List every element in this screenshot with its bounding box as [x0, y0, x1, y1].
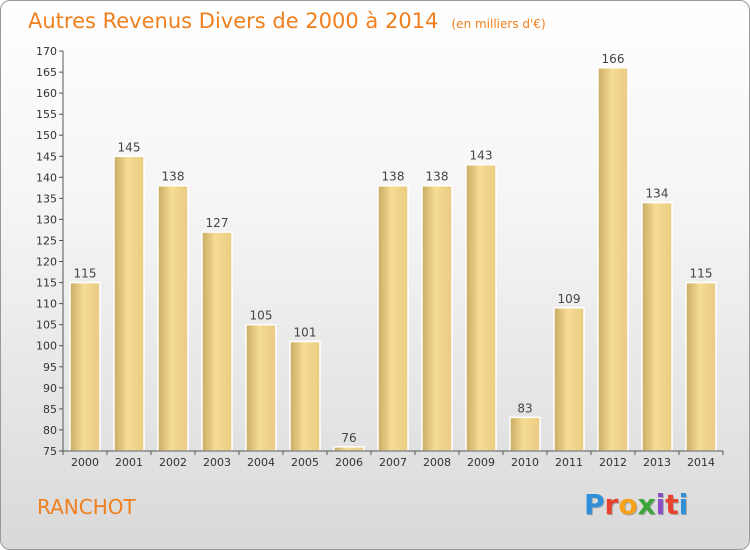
labels-layer: 115 2000 145 2001 138 2002 127 2003 105 2004 101 20… [36, 45, 715, 469]
x-tick-label-2013: 2013 [643, 456, 671, 469]
y-tick-label-75: 75 [43, 445, 57, 458]
value-label-2013: 134 [646, 187, 669, 201]
value-label-2009: 143 [470, 149, 493, 163]
bar-2004 [245, 323, 277, 452]
y-tick-label-160: 160 [36, 87, 57, 100]
bar-2007 [377, 184, 409, 452]
value-label-2000: 115 [74, 267, 97, 281]
value-label-2007: 138 [382, 170, 405, 184]
y-tick-label-100: 100 [36, 340, 57, 353]
brand-logo: Proxiti [584, 488, 688, 521]
y-tick-label-85: 85 [43, 403, 57, 416]
chart-title: Autres Revenus Divers de 2000 à 2014 [28, 9, 439, 33]
y-tick-label-170: 170 [36, 45, 57, 58]
y-tick-label-140: 140 [36, 171, 57, 184]
axes-layer [59, 50, 724, 455]
value-label-2005: 101 [294, 326, 317, 340]
value-label-2012: 166 [602, 52, 625, 66]
town-name: RANCHOT [37, 495, 136, 519]
value-label-2010: 83 [517, 401, 532, 415]
bar-2012 [597, 67, 629, 452]
y-tick-label-95: 95 [43, 361, 57, 374]
value-label-2004: 105 [250, 309, 273, 323]
y-tick-label-130: 130 [36, 213, 57, 226]
brand-letter-2: o [618, 488, 638, 521]
x-tick-label-2014: 2014 [687, 456, 715, 469]
bar-2003 [201, 231, 233, 452]
x-tick-label-2004: 2004 [247, 456, 275, 469]
x-tick-label-2011: 2011 [555, 456, 583, 469]
y-tick-label-110: 110 [36, 298, 57, 311]
x-tick-label-2008: 2008 [423, 456, 451, 469]
y-tick-label-120: 120 [36, 256, 57, 269]
value-label-2006: 76 [341, 431, 356, 445]
brand-letter-6: i [678, 488, 689, 521]
x-tick-label-2003: 2003 [203, 456, 231, 469]
y-tick-label-150: 150 [36, 129, 57, 142]
bar-2006 [333, 446, 365, 452]
x-tick-label-2010: 2010 [511, 456, 539, 469]
bar-2000 [69, 281, 101, 452]
x-tick-label-2001: 2001 [115, 456, 143, 469]
brand-letter-0: P [584, 488, 605, 521]
x-tick-label-2012: 2012 [599, 456, 627, 469]
bars-layer [69, 67, 717, 452]
y-tick-label-80: 80 [43, 424, 57, 437]
brand-letter-3: x [637, 488, 656, 521]
x-tick-label-2000: 2000 [71, 456, 99, 469]
bar-2013 [641, 201, 673, 452]
value-label-2008: 138 [426, 170, 449, 184]
y-tick-label-125: 125 [36, 235, 57, 248]
bar-2011 [553, 307, 585, 452]
brand-letter-1: r [604, 488, 619, 521]
x-tick-label-2007: 2007 [379, 456, 407, 469]
y-tick-label-165: 165 [36, 66, 57, 79]
x-tick-label-2009: 2009 [467, 456, 495, 469]
bar-2008 [421, 184, 453, 452]
bar-2009 [465, 163, 497, 452]
title-row: Autres Revenus Divers de 2000 à 2014 (en… [28, 9, 546, 33]
value-label-2002: 138 [162, 170, 185, 184]
bar-2001 [113, 155, 145, 452]
x-tick-label-2006: 2006 [335, 456, 363, 469]
y-tick-label-155: 155 [36, 108, 57, 121]
y-tick-label-145: 145 [36, 150, 57, 163]
y-tick-label-115: 115 [36, 277, 57, 290]
value-label-2011: 109 [558, 292, 581, 306]
bar-2005 [289, 340, 321, 452]
brand-letter-5: t [665, 488, 679, 521]
bar-2010 [509, 416, 541, 452]
y-tick-label-90: 90 [43, 382, 57, 395]
x-tick-label-2002: 2002 [159, 456, 187, 469]
value-label-2014: 115 [690, 267, 713, 281]
y-tick-label-135: 135 [36, 192, 57, 205]
bar-2002 [157, 184, 189, 452]
brand-letter-4: i [655, 488, 666, 521]
value-label-2001: 145 [118, 140, 141, 154]
value-label-2003: 127 [206, 216, 229, 230]
x-tick-label-2005: 2005 [291, 456, 319, 469]
chart-unit: (en milliers d'€) [451, 17, 546, 31]
y-tick-label-105: 105 [36, 319, 57, 332]
bar-2014 [685, 281, 717, 452]
